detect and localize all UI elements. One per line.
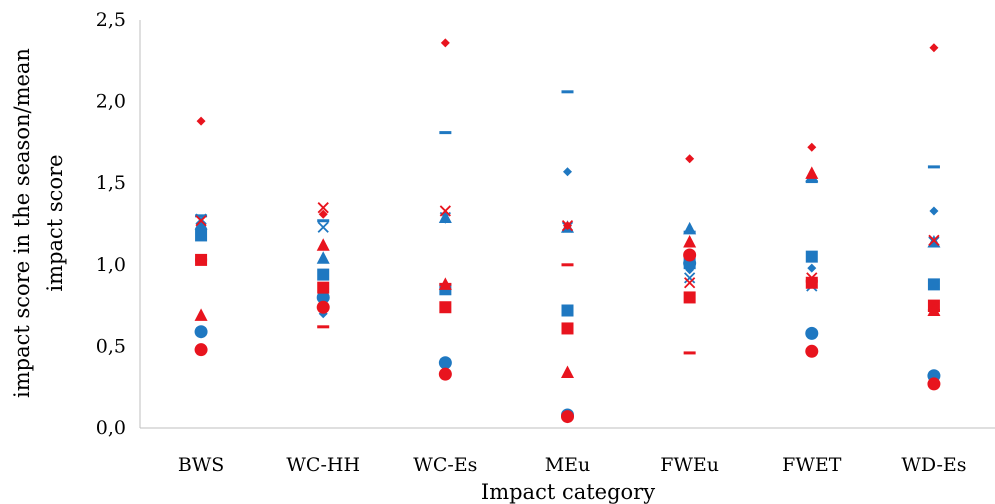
data-point-red-diamond — [440, 38, 450, 48]
data-point-red-x — [317, 202, 329, 214]
data-point-blue-diamond — [563, 167, 572, 177]
data-point-blue-dash — [683, 230, 696, 234]
plot-area: 0,0 0,5 1,0 1,5 2,0 2,5 BWS WC-HH WC-Es MEu FWEu F… — [96, 9, 995, 476]
data-point-red-dash — [683, 351, 696, 355]
data-point-blue-dash — [927, 165, 940, 169]
data-point-blue-triangle — [194, 217, 208, 230]
data-point-red-x — [928, 234, 940, 246]
data-point-red-dash — [805, 279, 818, 283]
data-point-red-circle — [805, 344, 819, 358]
x-tick-labels: BWS WC-HH WC-Es MEu FWEu FWET WD-Es — [178, 454, 967, 476]
y-axis-title: impact score in the season/mean impact s… — [10, 48, 67, 398]
data-point-red-diamond — [196, 116, 206, 126]
data-point-blue-square — [561, 304, 574, 317]
y-tick-label: 0,5 — [96, 335, 126, 357]
x-tick-label: WC-HH — [286, 454, 360, 476]
y-axis-title-line-1: impact score in the season/mean — [10, 48, 34, 398]
data-point-blue-diamond — [807, 263, 817, 273]
data-point-blue-x — [684, 272, 696, 284]
data-point-red-x — [439, 205, 451, 217]
data-point-red-square — [561, 322, 574, 335]
x-tick-label: MEu — [545, 454, 591, 476]
x-tick-label: WC-Es — [413, 454, 477, 476]
y-tick-label: 1,5 — [96, 172, 126, 194]
data-point-blue-circle — [194, 325, 208, 339]
data-point-red-circle — [561, 410, 574, 424]
x-axis-title: Impact category — [481, 480, 655, 504]
x-tick-label: FWET — [782, 454, 842, 476]
data-point-blue-triangle — [316, 251, 330, 264]
data-point-red-x — [561, 219, 574, 232]
data-point-blue-dash — [195, 214, 208, 218]
data-point-red-circle — [194, 343, 208, 357]
y-tick-labels: 0,0 0,5 1,0 1,5 2,0 2,5 — [96, 9, 126, 439]
data-point-blue-dash — [561, 90, 574, 94]
data-point-red-triangle — [316, 238, 330, 251]
data-point-red-circle — [438, 367, 452, 381]
data-point-red-circle — [927, 377, 941, 391]
data-point-red-square — [439, 301, 452, 314]
data-point-blue-square — [317, 268, 330, 281]
data-point-red-triangle — [561, 365, 574, 379]
data-point-red-diamond — [929, 43, 939, 53]
data-point-blue-circle — [805, 326, 819, 340]
data-point-blue-x — [317, 221, 329, 233]
data-markers — [194, 38, 941, 424]
data-point-blue-square — [805, 250, 818, 263]
data-point-red-dash — [927, 308, 940, 312]
data-point-red-triangle — [805, 166, 819, 179]
data-point-red-diamond — [685, 154, 695, 164]
data-point-red-circle — [683, 248, 697, 262]
y-tick-label: 2,5 — [96, 9, 126, 31]
data-point-blue-dash — [317, 219, 330, 223]
x-tick-label: BWS — [178, 454, 225, 476]
data-point-blue-diamond — [929, 206, 939, 216]
y-tick-label: 2,0 — [96, 91, 126, 113]
data-point-red-diamond — [318, 209, 328, 219]
data-point-red-square — [683, 291, 696, 304]
data-point-blue-circle — [316, 290, 330, 304]
x-tick-label: WD-Es — [901, 454, 966, 476]
data-point-red-square — [317, 281, 330, 294]
data-point-red-circle — [316, 300, 330, 314]
data-point-blue-circle — [438, 356, 452, 370]
y-tick-label: 0,0 — [96, 417, 126, 439]
y-axis-title-line-2: impact score — [43, 154, 67, 291]
data-point-red-dash — [439, 282, 452, 286]
x-tick-label: FWEu — [660, 454, 719, 476]
data-point-blue-dash — [439, 131, 452, 135]
data-point-blue-square — [195, 229, 208, 242]
data-point-red-triangle — [683, 234, 697, 248]
data-point-blue-dash — [805, 180, 818, 184]
data-point-blue-x — [928, 236, 940, 248]
data-point-red-diamond — [807, 142, 817, 152]
y-tick-label: 1,0 — [96, 254, 126, 276]
data-point-red-triangle — [194, 308, 208, 321]
data-point-red-dash — [195, 258, 208, 262]
data-point-red-dash — [317, 325, 330, 329]
data-point-red-x — [684, 277, 696, 289]
data-point-blue-square — [927, 278, 940, 291]
data-point-red-x — [195, 215, 207, 227]
data-point-red-dash — [561, 263, 574, 267]
